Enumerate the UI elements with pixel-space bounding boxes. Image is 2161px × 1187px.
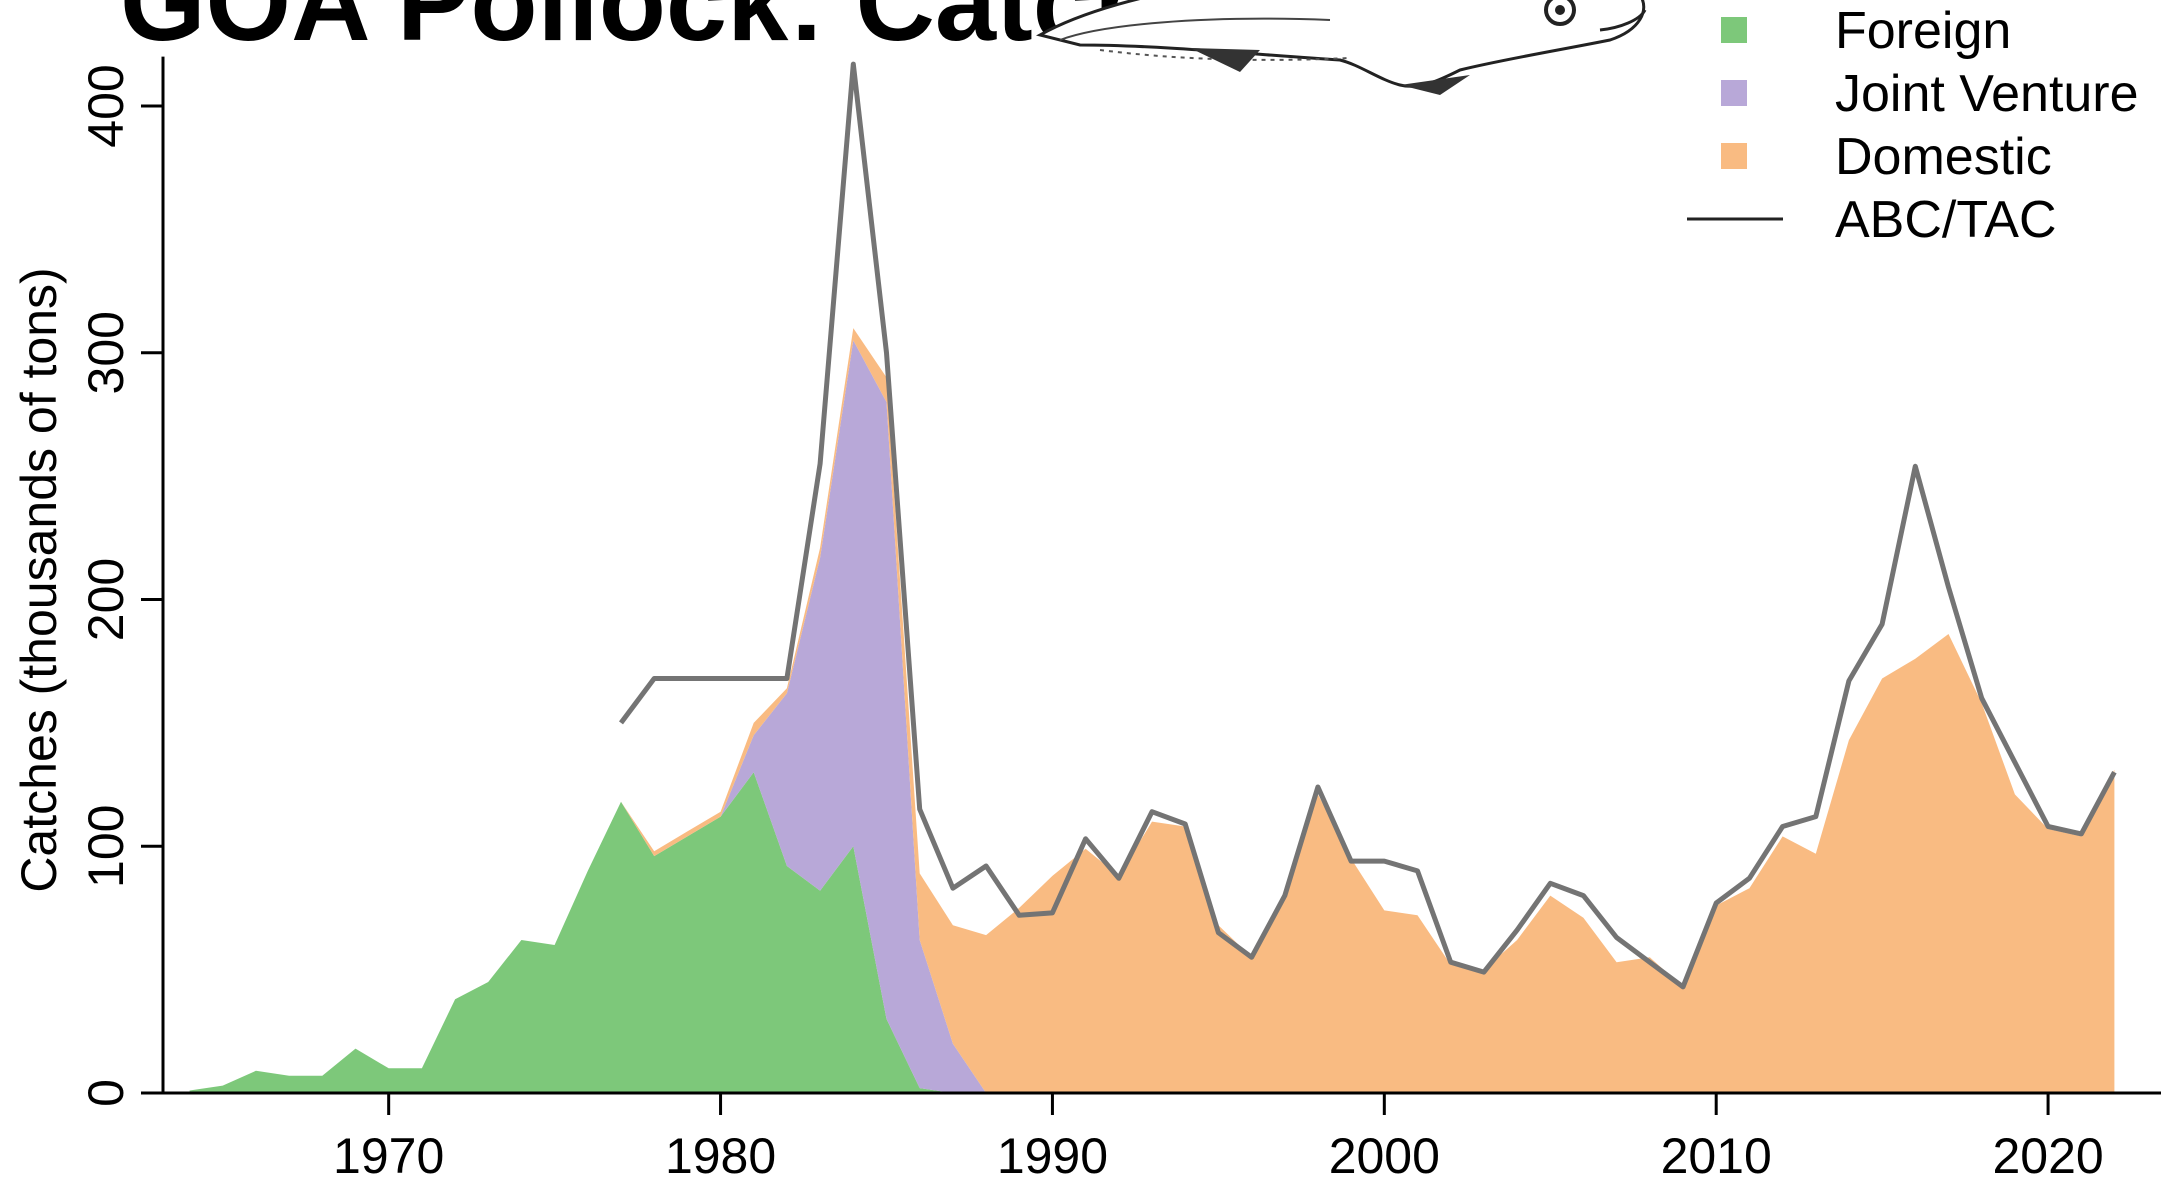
axes: 0 100 200 300 400 1970 1980 1990 2000 2010 2020 (78, 56, 2161, 1184)
legend-item-domestic: Domestic (1721, 128, 2052, 186)
x-tick-label: 1970 (333, 1128, 444, 1184)
legend-label: Joint Venture (1835, 65, 2139, 123)
pollock-fish-icon (1035, 0, 1647, 95)
x-tick-label: 1990 (997, 1128, 1108, 1184)
legend-item-abc-tac: ABC/TAC (1687, 191, 2057, 249)
legend-swatch (1721, 143, 1747, 169)
y-axis-title: Catches (thousands of tons) (11, 267, 67, 892)
y-tick-label: 400 (78, 64, 134, 147)
x-tick-label: 2010 (1661, 1128, 1772, 1184)
chart-title: GOA Pollock: Catch (120, 0, 1161, 64)
legend-swatch (1721, 17, 1747, 43)
stacked-areas (189, 328, 2115, 1094)
legend-label: ABC/TAC (1835, 191, 2057, 249)
area-foreign (189, 772, 2115, 1093)
area-domestic (189, 328, 2115, 1094)
y-axis: 0 100 200 300 400 (78, 56, 165, 1107)
x-tick-label: 1980 (665, 1128, 776, 1184)
y-tick-label: 0 (78, 1079, 134, 1107)
x-tick-label: 2000 (1329, 1128, 1440, 1184)
x-tick-label: 2020 (1992, 1128, 2103, 1184)
abc-tac-line-group (618, 61, 2117, 990)
legend-label: Domestic (1835, 128, 2052, 186)
abc-tac-line (618, 61, 2117, 990)
legend-item-joint-venture: Joint Venture (1721, 65, 2139, 123)
legend-swatch (1721, 80, 1747, 106)
y-tick-label: 200 (78, 558, 134, 641)
x-axis: 1970 1980 1990 2000 2010 2020 (333, 1093, 2104, 1184)
legend-item-foreign: Foreign (1721, 2, 2011, 60)
y-tick-label: 100 (78, 805, 134, 888)
legend-label: Foreign (1835, 2, 2011, 60)
y-tick-label: 300 (78, 311, 134, 394)
